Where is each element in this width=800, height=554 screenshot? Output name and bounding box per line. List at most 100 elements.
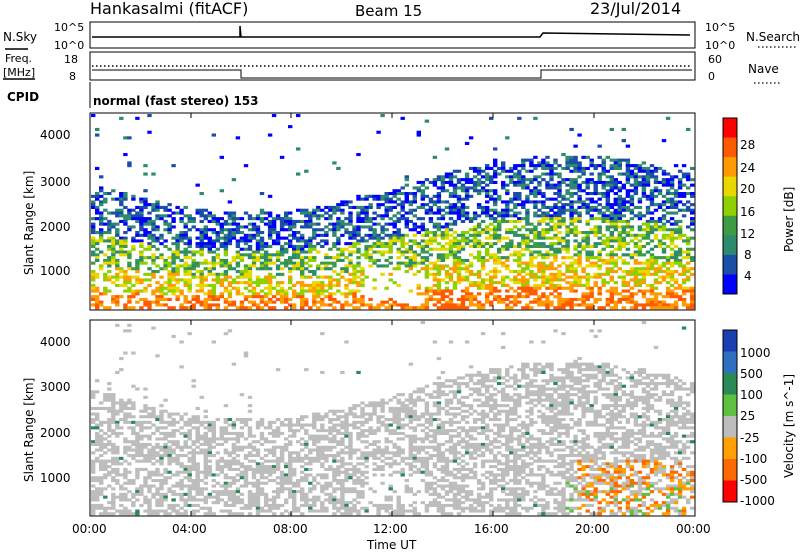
power-cell <box>690 256 695 260</box>
power-cell <box>448 172 454 176</box>
power-cell <box>324 242 329 246</box>
power-cell <box>123 214 128 218</box>
vel-cell <box>211 423 216 427</box>
power-cell <box>609 297 614 301</box>
cpid-text: normal (fast stereo) 153 <box>93 94 259 108</box>
power-cell <box>633 283 639 287</box>
power-cell <box>300 286 305 290</box>
power-cell <box>239 303 245 307</box>
power-cell <box>573 239 578 243</box>
power-cell <box>585 242 590 246</box>
power-cell <box>661 200 667 204</box>
power-cell <box>267 256 273 260</box>
vel-cell <box>179 426 184 430</box>
power-cell <box>436 175 442 179</box>
power-cell <box>296 239 301 243</box>
power-cell <box>537 200 542 204</box>
power-cell <box>629 164 635 168</box>
power-cell <box>661 183 667 187</box>
vel-cell <box>163 498 168 502</box>
vel-cell <box>123 495 128 499</box>
vel-cell <box>243 354 249 358</box>
power-cell <box>529 275 534 279</box>
vel-cell <box>247 426 253 430</box>
power-cell <box>517 194 522 198</box>
power-cell <box>633 189 639 193</box>
power-cell <box>255 283 261 287</box>
power-cell <box>585 272 590 276</box>
vel-cell <box>231 437 237 441</box>
vel-cell <box>271 454 277 458</box>
power-cell <box>356 153 361 157</box>
power-cell <box>119 192 124 196</box>
power-cell <box>119 194 124 198</box>
power-cell <box>549 272 554 276</box>
power-cell <box>392 222 397 226</box>
vel-cell <box>123 492 128 496</box>
power-cell <box>171 261 176 265</box>
vel-cell <box>191 418 196 422</box>
vel-cell <box>308 506 313 510</box>
vel-cell <box>199 451 204 455</box>
power-cell <box>364 275 369 279</box>
power-cell <box>497 247 502 251</box>
power-cell <box>637 267 643 271</box>
power-cell <box>621 281 626 285</box>
vel-cell <box>263 481 269 485</box>
vel-cell <box>91 393 96 397</box>
power-cell <box>633 270 639 274</box>
power-cell <box>690 183 695 187</box>
power-cell <box>432 180 438 184</box>
vel-cell <box>312 484 317 488</box>
power-cell <box>565 155 570 159</box>
vel-cell <box>187 445 192 449</box>
power-cell <box>400 116 405 120</box>
power-cell <box>625 225 631 229</box>
vel-cell <box>288 479 293 483</box>
power-cell <box>247 222 253 226</box>
power-cell <box>493 180 498 184</box>
power-cell <box>460 247 466 251</box>
power-cell <box>107 278 112 282</box>
power-cell <box>669 275 675 279</box>
power-cell <box>91 239 96 243</box>
power-cell <box>565 275 570 279</box>
power-cell <box>135 205 140 209</box>
vel-cell <box>123 420 128 424</box>
power-cell <box>625 219 631 223</box>
power-cell <box>436 205 442 209</box>
vel-cell <box>231 479 237 483</box>
vel-cell <box>207 495 212 499</box>
vel-cell <box>203 470 208 474</box>
power-cell <box>191 225 196 229</box>
vel-cell <box>308 459 313 463</box>
power-cell <box>131 267 136 271</box>
power-cell <box>537 261 542 265</box>
power-cell <box>288 278 293 282</box>
vel-cell <box>143 395 148 399</box>
power-cell <box>690 306 695 310</box>
power-cell <box>597 217 602 221</box>
vel-cell <box>115 434 120 438</box>
power-cell <box>231 178 237 182</box>
power-cell <box>416 189 421 193</box>
power-cell <box>464 242 470 246</box>
power-cell <box>489 236 494 240</box>
power-cell <box>119 244 124 248</box>
vel-cell <box>203 459 208 463</box>
power-cell <box>396 231 401 235</box>
power-cell <box>613 164 618 168</box>
power-cell <box>629 228 635 232</box>
power-cell <box>412 253 417 257</box>
vel-cell <box>223 492 229 496</box>
vel-cell <box>223 448 229 452</box>
vel-cell <box>191 426 196 430</box>
power-cell <box>428 261 434 265</box>
vel-cell <box>95 459 100 463</box>
power-cell <box>336 239 341 243</box>
power-cell <box>669 200 675 204</box>
power-cell <box>312 300 317 304</box>
power-cell <box>215 306 220 310</box>
vel-cell <box>171 431 176 435</box>
power-cell <box>344 264 349 268</box>
